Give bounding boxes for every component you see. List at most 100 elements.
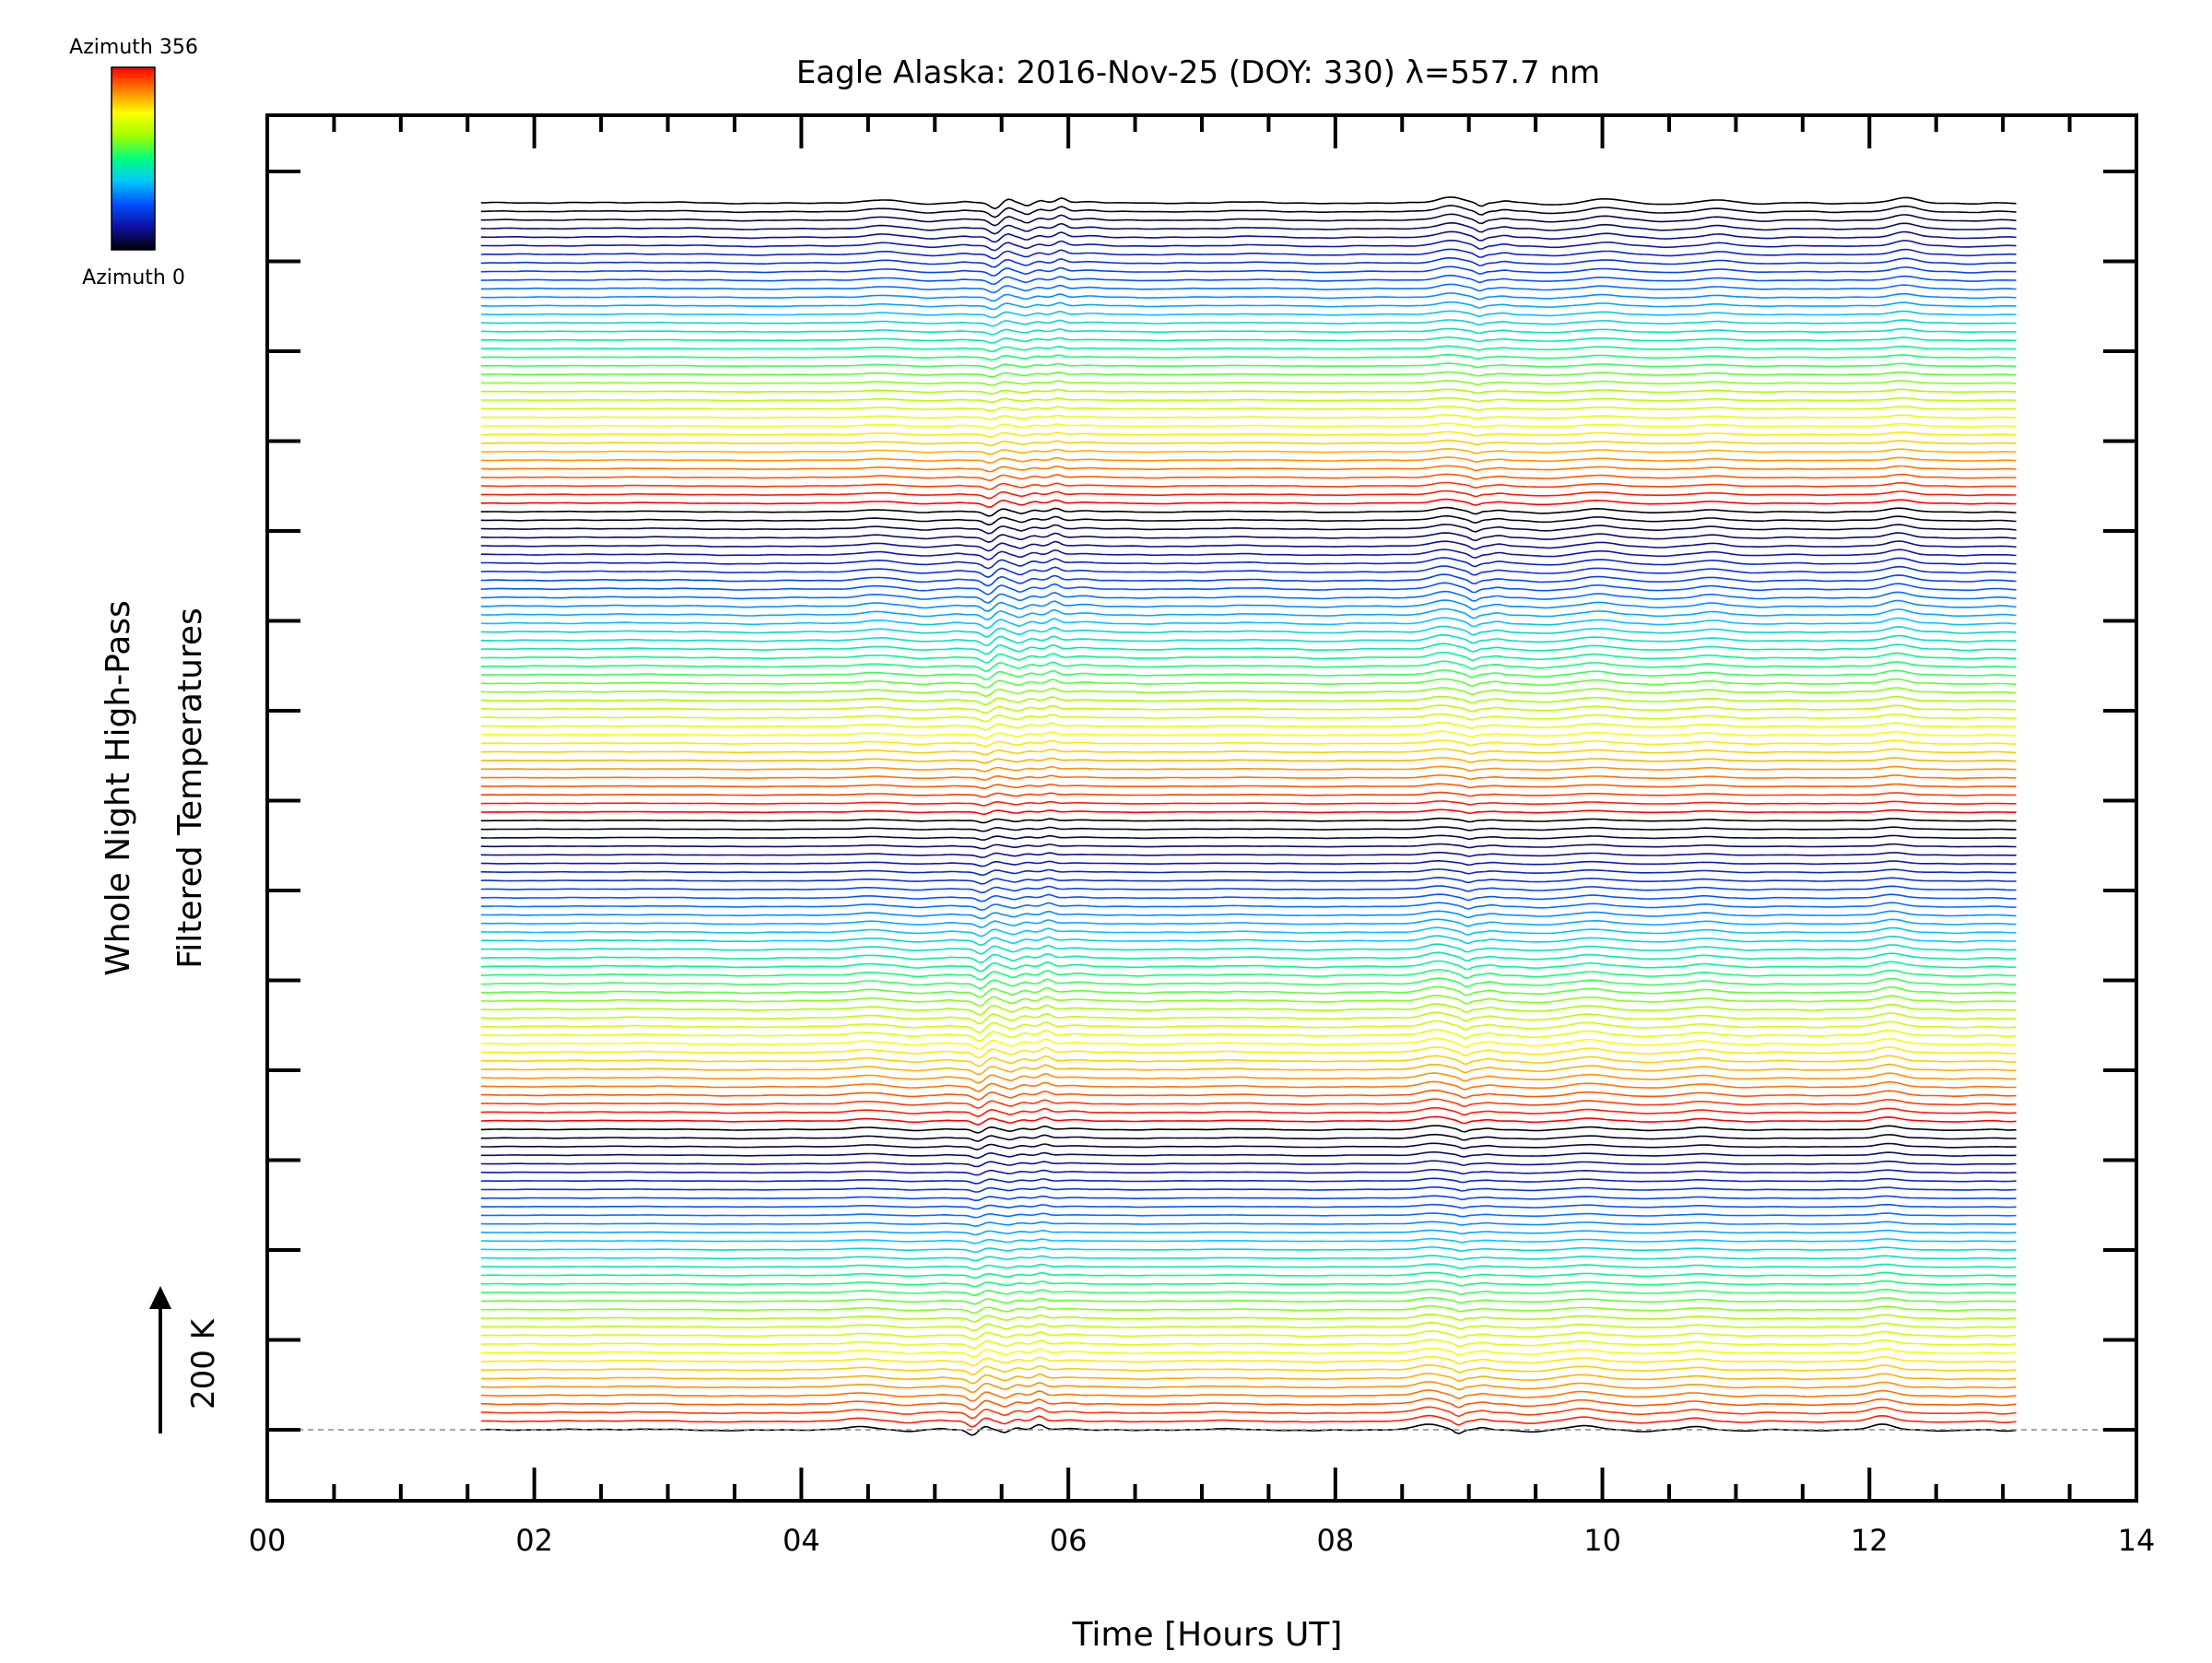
- trace-line: [480, 791, 2017, 798]
- trace-line: [480, 1089, 2017, 1101]
- trace-line: [480, 345, 2017, 353]
- trace-line: [480, 489, 2017, 500]
- trace-line: [480, 1304, 2017, 1315]
- trace-line: [480, 565, 2017, 579]
- trace-line: [480, 414, 2017, 420]
- trace-line: [480, 292, 2017, 302]
- y-axis-label-line2: Filtered Temperatures: [171, 607, 209, 969]
- trace-line: [480, 1063, 2017, 1076]
- trace-line: [480, 669, 2017, 680]
- trace-line: [480, 498, 2017, 509]
- trace-line: [480, 651, 2017, 664]
- trace-line: [480, 1203, 2017, 1210]
- trace-line: [480, 960, 2017, 973]
- trace-line: [480, 388, 2017, 395]
- trace-line: [480, 774, 2017, 781]
- trace-line: [480, 1313, 2017, 1323]
- trace-line: [480, 1212, 2017, 1219]
- trace-line: [480, 301, 2017, 311]
- trace-line: [480, 935, 2017, 947]
- trace-line: [480, 1020, 2017, 1033]
- trace-line: [480, 695, 2017, 706]
- trace-line: [480, 1355, 2017, 1367]
- trace-line: [480, 1080, 2017, 1092]
- trace-line: [480, 985, 2017, 998]
- trace-line: [480, 994, 2017, 1007]
- trace-line: [480, 380, 2017, 386]
- trace-line: [480, 1160, 2017, 1168]
- trace-line: [480, 548, 2017, 561]
- trace-line: [480, 582, 2017, 596]
- trace-line: [480, 465, 2017, 473]
- x-tick-label: 14: [2118, 1523, 2156, 1558]
- trace-line: [480, 1389, 2017, 1402]
- trace-line: [480, 1398, 2017, 1411]
- trace-line: [480, 1339, 2017, 1350]
- trace-line: [480, 1072, 2017, 1084]
- trace-line: [480, 1255, 2017, 1262]
- trace-line: [480, 817, 2017, 824]
- trace-line: [480, 617, 2017, 630]
- trace-line: [480, 213, 2017, 227]
- trace-line: [480, 1029, 2017, 1042]
- trace-line: [480, 926, 2017, 938]
- trace-line: [480, 1125, 2017, 1134]
- trace-line: [480, 843, 2017, 850]
- trace-line: [480, 1229, 2017, 1236]
- trace-line: [480, 687, 2017, 698]
- trace-line: [480, 765, 2017, 773]
- trace-line: [480, 362, 2017, 370]
- colorbar-gradient: [111, 66, 156, 251]
- trace-line: [480, 1011, 2017, 1025]
- colorbar-top-label: Azimuth 356: [69, 36, 198, 59]
- colorbar: Azimuth 356 Azimuth 0: [69, 36, 198, 289]
- y-axis-label: Whole Night High-Pass Filtered Temperatu…: [100, 600, 209, 976]
- trace-line: [480, 678, 2017, 689]
- trace-line: [480, 230, 2017, 243]
- trace-line: [480, 1003, 2017, 1016]
- trace-line: [480, 633, 2017, 646]
- trace-line: [480, 808, 2017, 816]
- x-axis-label: Time [Hours UT]: [1072, 1616, 1343, 1654]
- trace-line: [480, 248, 2017, 260]
- trace-line: [480, 748, 2017, 756]
- trace-line: [480, 256, 2017, 268]
- trace-line: [480, 1414, 2017, 1428]
- trace-line: [480, 968, 2017, 981]
- trace-line: [480, 757, 2017, 764]
- trace-line: [480, 739, 2017, 748]
- trace-line: [480, 607, 2017, 621]
- trace-line: [480, 439, 2017, 447]
- trace-line: [480, 532, 2017, 544]
- trace-line: [480, 885, 2017, 894]
- x-tick-label: 04: [782, 1523, 820, 1558]
- trace-line: [480, 1406, 2017, 1420]
- trace-line: [480, 877, 2017, 885]
- trace-line: [480, 524, 2017, 535]
- trace-line: [480, 221, 2017, 235]
- trace-line: [480, 625, 2017, 638]
- colorbar-bottom-label: Azimuth 0: [82, 266, 185, 289]
- traces-group: [480, 196, 2017, 1436]
- trace-line: [480, 310, 2017, 319]
- trace-line: [480, 514, 2017, 526]
- trace-line: [480, 918, 2017, 929]
- trace-line: [480, 1363, 2017, 1375]
- trace-line: [480, 1195, 2017, 1202]
- trace-line: [480, 1271, 2017, 1280]
- trace-line: [480, 1037, 2017, 1051]
- trace-line: [480, 275, 2017, 286]
- trace-line: [480, 481, 2017, 490]
- trace-line: [480, 977, 2017, 990]
- trace-line: [480, 1055, 2017, 1067]
- trace-line: [480, 1423, 2017, 1436]
- trace-line: [480, 540, 2017, 552]
- trace-line: [480, 1133, 2017, 1142]
- trace-line: [480, 1185, 2017, 1193]
- trace-line: [480, 713, 2017, 723]
- trace-line: [480, 1330, 2017, 1340]
- trace-line: [480, 327, 2017, 336]
- trace-line: [480, 643, 2017, 655]
